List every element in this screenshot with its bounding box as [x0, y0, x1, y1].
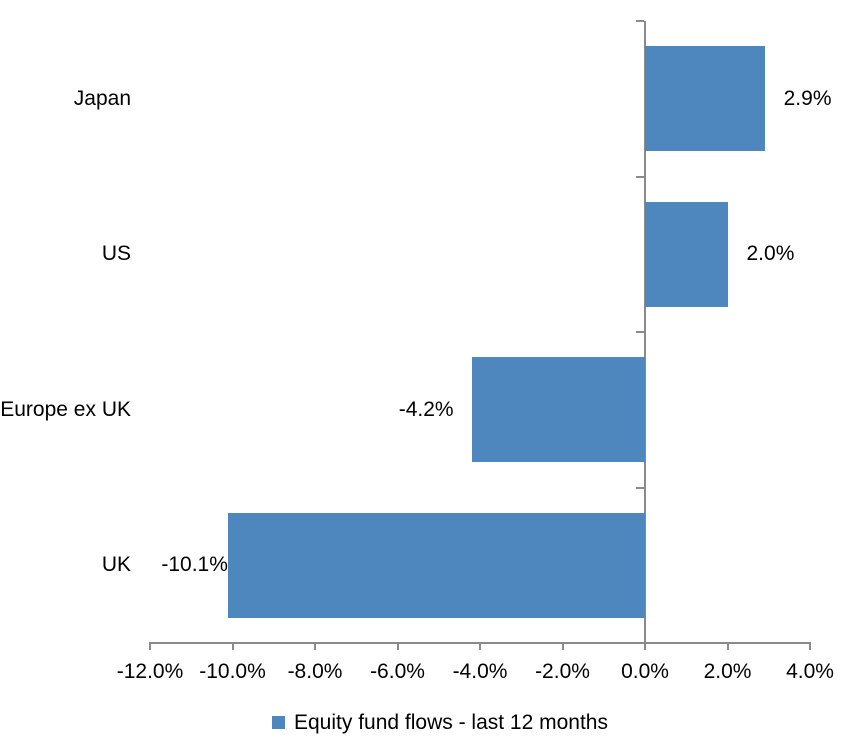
x-axis-tick: [561, 642, 564, 650]
bar: [228, 512, 645, 618]
category-label: UK: [101, 553, 131, 577]
y-axis-tick: [635, 331, 644, 333]
bar: [645, 46, 765, 152]
x-axis-tick-label: 4.0%: [786, 660, 834, 683]
legend: Equity fund flows - last 12 months: [272, 710, 608, 736]
x-axis-tick-label: -12.0%: [116, 660, 184, 683]
x-axis-tick: [314, 642, 316, 650]
category-label: Europe ex UK: [0, 397, 131, 421]
x-axis-tick-label: -6.0%: [370, 660, 425, 683]
x-axis-tick-label: -8.0%: [287, 660, 343, 683]
x-axis-tick-label: -10.0%: [199, 660, 266, 683]
y-axis-tick: [635, 486, 644, 489]
x-axis-tick: [809, 642, 811, 650]
x-axis-tick: [149, 642, 151, 650]
x-axis-tick: [479, 642, 481, 650]
x-axis-tick: [644, 642, 646, 650]
data-label: 2.9%: [783, 86, 832, 110]
y-axis-tick: [635, 20, 644, 22]
x-axis-tick-label: -2.0%: [535, 660, 590, 683]
x-axis-tick: [396, 642, 399, 650]
data-label: -4.2%: [398, 397, 454, 421]
x-axis-tick-label: -4.0%: [452, 660, 508, 683]
data-label: 2.0%: [746, 242, 795, 266]
bar: [645, 201, 728, 307]
category-label: US: [101, 242, 131, 266]
data-label: -10.1%: [161, 553, 228, 577]
x-axis-tick: [231, 642, 234, 650]
legend-series-label: Equity fund flows - last 12 months: [294, 711, 608, 734]
x-axis-tick-label: 0.0%: [621, 660, 669, 683]
bar: [471, 357, 645, 463]
x-axis-tick: [726, 642, 729, 650]
category-label: Japan: [73, 86, 131, 110]
y-axis-line: [643, 21, 646, 643]
legend-swatch-icon: [272, 716, 285, 729]
y-axis-tick: [635, 175, 644, 178]
x-axis-tick-label: 2.0%: [703, 660, 752, 683]
